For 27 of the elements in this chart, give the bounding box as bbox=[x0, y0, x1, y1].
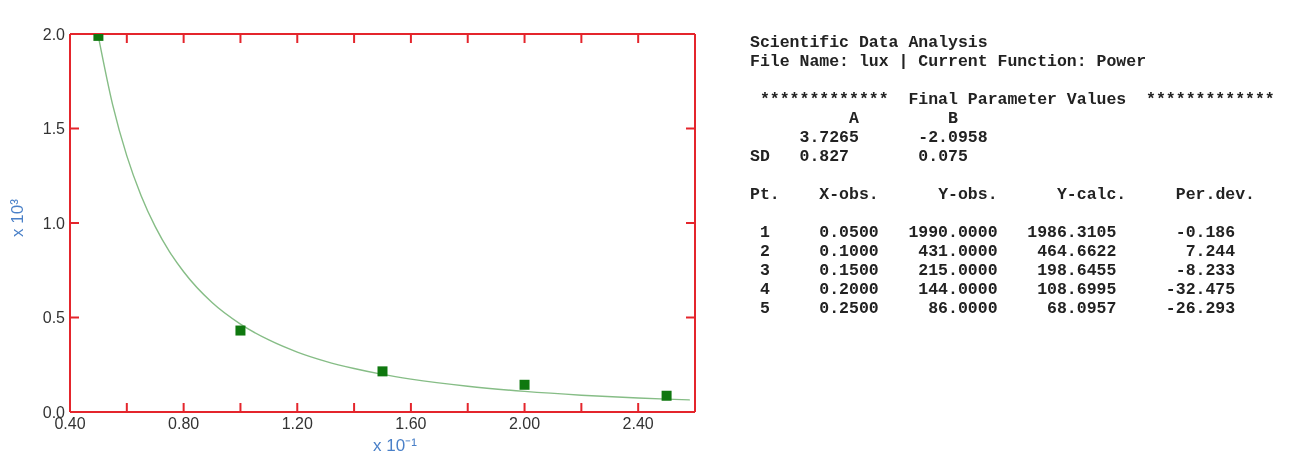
point bbox=[235, 325, 246, 336]
point bbox=[661, 390, 672, 401]
text: File Name: lux | Current Function: Power bbox=[750, 52, 1147, 71]
point bbox=[377, 366, 388, 377]
x-tick-label: 2.00 bbox=[508, 415, 541, 433]
x-tick-label: 0.80 bbox=[168, 415, 200, 433]
x-axis-title: x 10⁻¹ bbox=[373, 436, 417, 455]
text: Scientific Data Analysis bbox=[750, 33, 988, 52]
y-tick-label: 1.5 bbox=[42, 120, 66, 138]
y-axis-title: x 10³ bbox=[8, 199, 27, 237]
x-tick-label: 1.20 bbox=[281, 415, 313, 433]
text: 4 0.2000 144.0000 108.6995 -32.475 bbox=[759, 280, 1236, 299]
point bbox=[519, 379, 530, 390]
text: A B bbox=[849, 109, 958, 128]
text: 3 0.1500 215.0000 198.6455 -8.233 bbox=[759, 261, 1236, 280]
x-tick-label: 1.60 bbox=[395, 415, 427, 433]
y-tick-label: 1.0 bbox=[42, 214, 66, 232]
text: Pt. X-obs. Y-obs. Y-calc. Per.dev. bbox=[750, 185, 1255, 204]
text: 2 0.1000 431.0000 464.6622 7.244 bbox=[759, 242, 1236, 261]
text: 1 0.0500 1990.0000 1986.3105 -0.186 bbox=[759, 223, 1236, 242]
y-tick-label: 0.5 bbox=[42, 309, 66, 327]
text: ************* Final Parameter Values ************* bbox=[759, 90, 1275, 109]
y-tick-label: 2.0 bbox=[42, 25, 66, 43]
x-tick-label: 2.40 bbox=[622, 415, 654, 433]
text: SD 0.827 0.075 bbox=[750, 147, 968, 166]
text: 3.7265 -2.0958 bbox=[799, 128, 988, 147]
text: 5 0.2500 86.0000 68.0957 -26.293 bbox=[759, 299, 1236, 318]
